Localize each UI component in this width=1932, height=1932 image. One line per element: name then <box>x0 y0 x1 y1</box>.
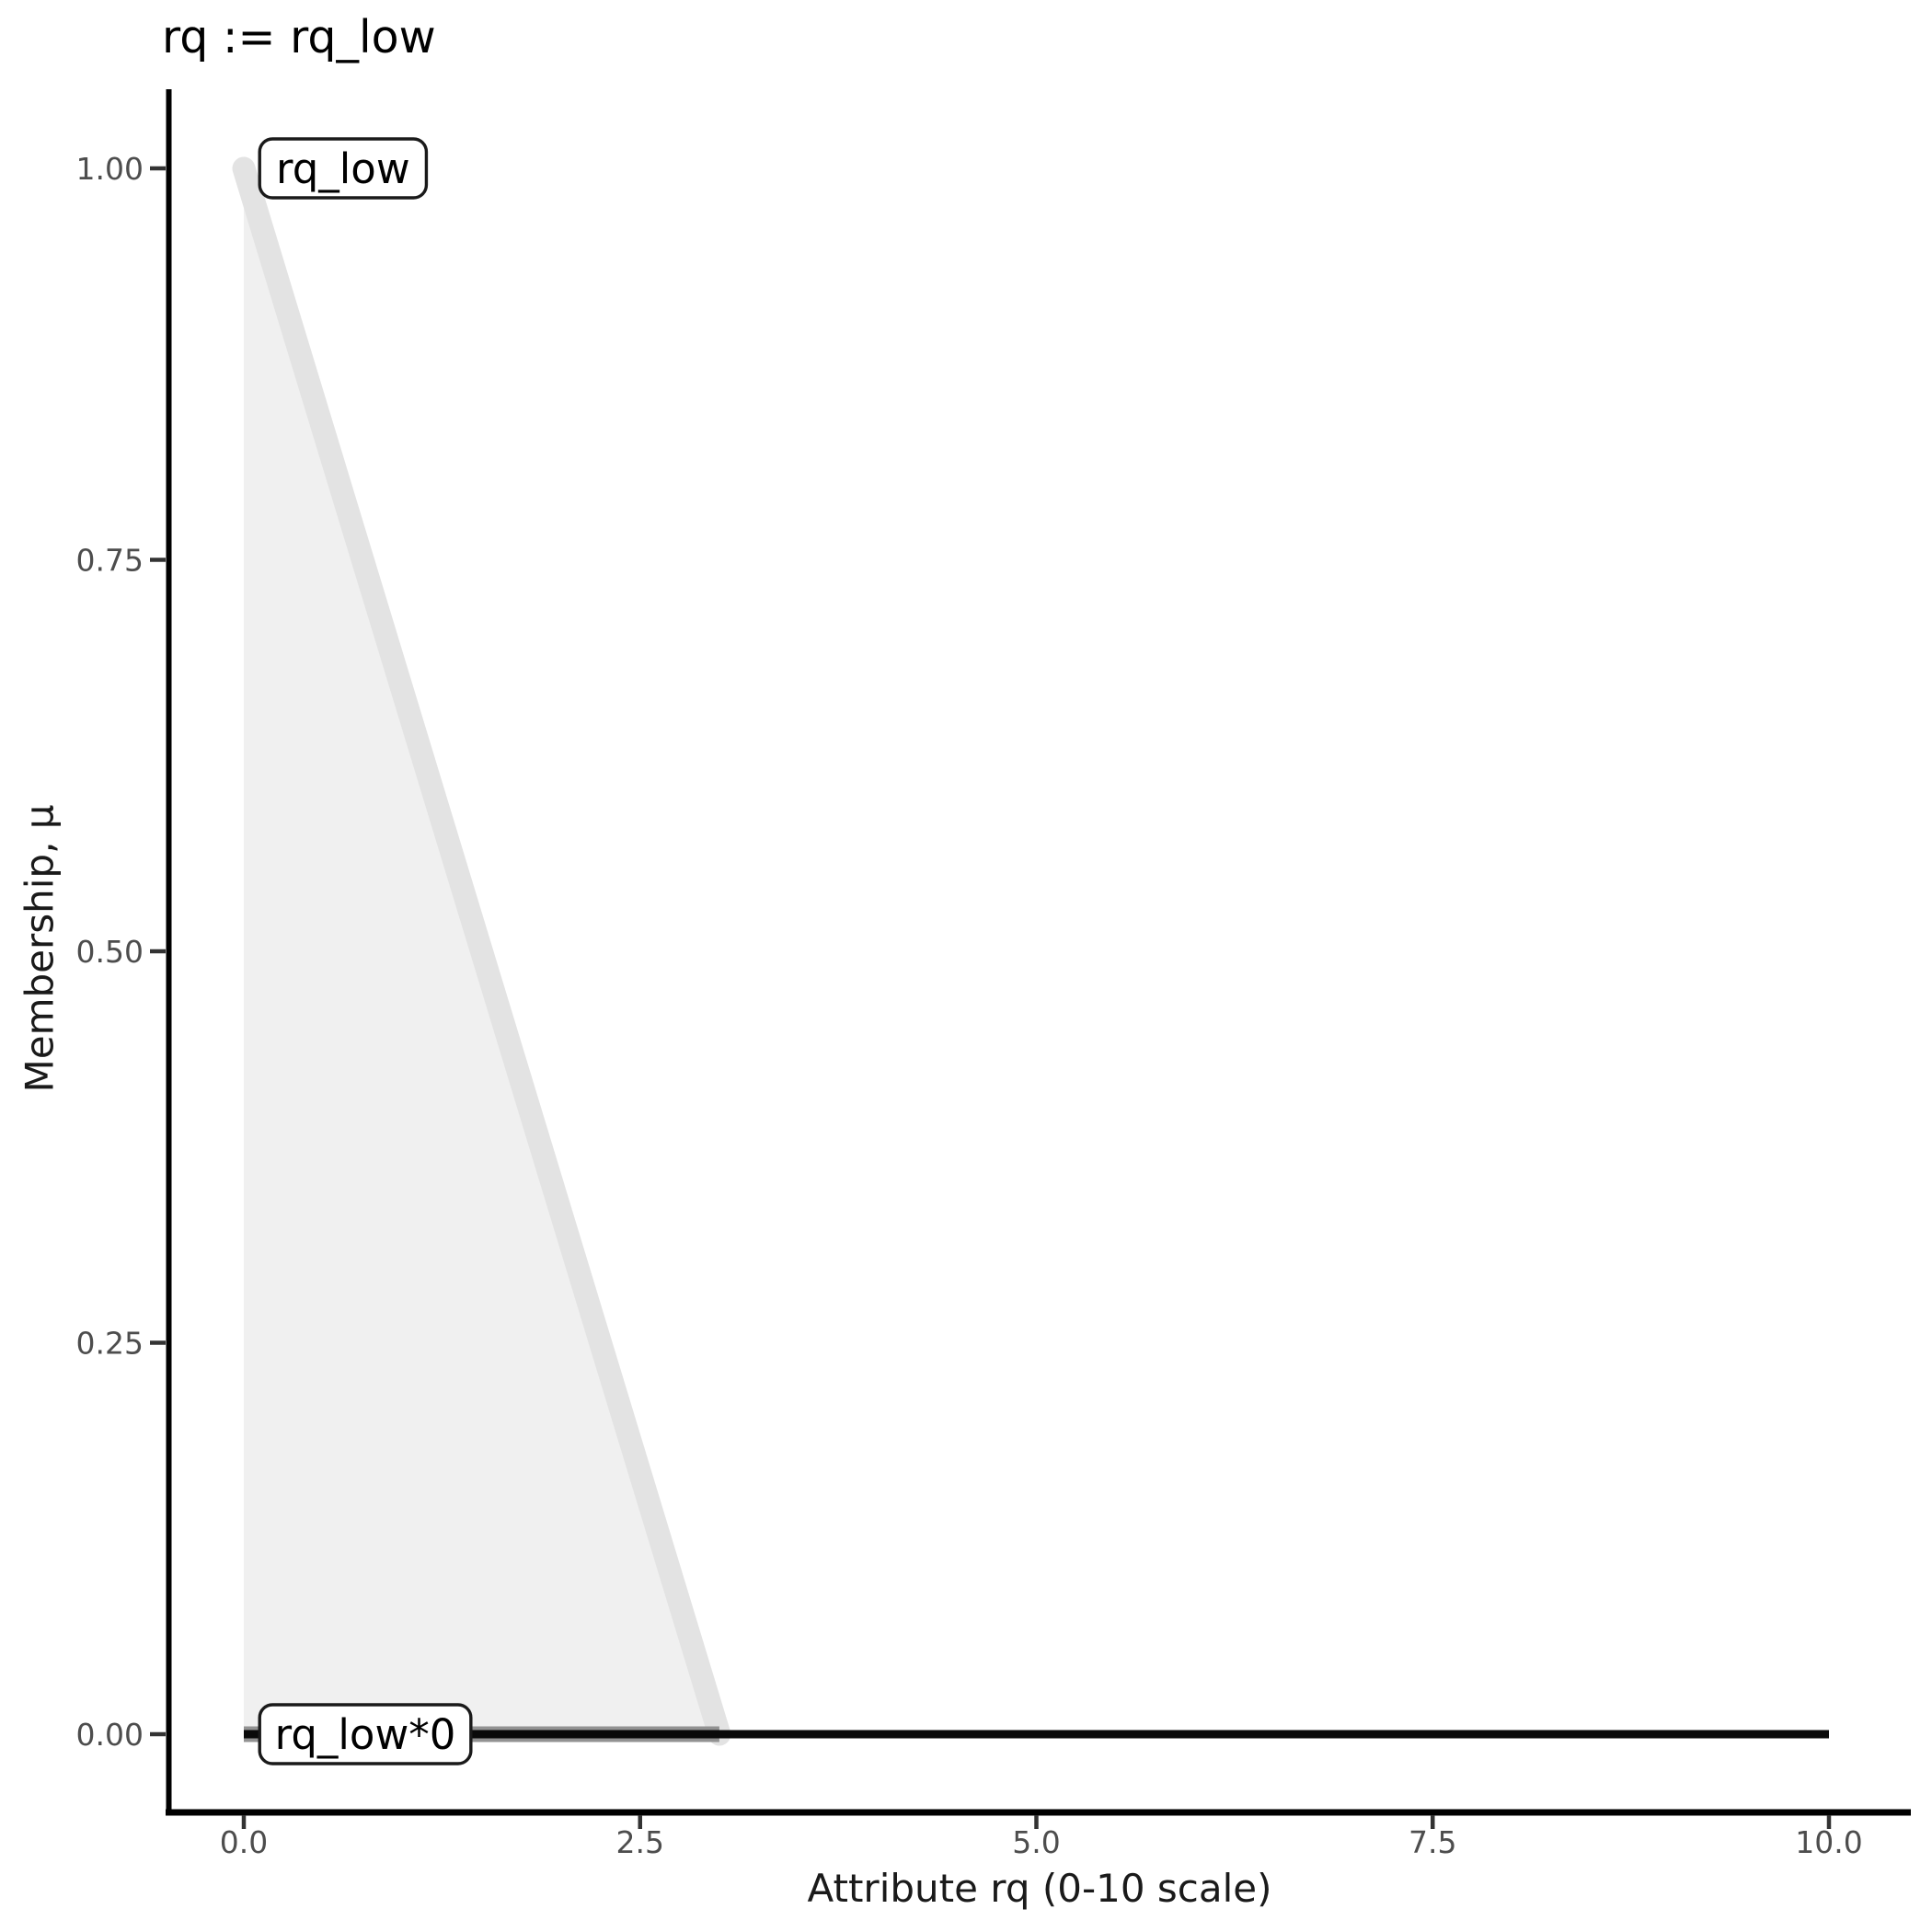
y-tick-label: 0.25 <box>76 1326 144 1362</box>
y-tick-label: 0.75 <box>76 543 144 579</box>
y-axis-title: Membership, μ <box>17 804 63 1093</box>
x-tick-label: 0.0 <box>220 1824 268 1860</box>
x-tick-label: 7.5 <box>1409 1824 1456 1860</box>
x-tick-label: 2.5 <box>616 1824 664 1860</box>
series-label-text-rq_low: rq_low <box>276 144 410 193</box>
y-tick-label: 0.50 <box>76 934 144 970</box>
y-tick-label: 0.00 <box>76 1717 144 1753</box>
chart-title: rq := rq_low <box>162 11 436 63</box>
x-tick-label: 10.0 <box>1795 1824 1862 1860</box>
y-tick-label: 1.00 <box>76 151 144 187</box>
series-label-box-rq_low*0 <box>258 1703 473 1765</box>
series-label-text-rq_low*0: rq_low*0 <box>275 1710 456 1759</box>
membership-line-rq_low <box>232 156 731 1746</box>
x-axis-title: Attribute rq (0-10 scale) <box>807 1866 1272 1911</box>
x-tick-label: 5.0 <box>1012 1824 1060 1860</box>
series-label-box-rq_low <box>258 137 429 200</box>
